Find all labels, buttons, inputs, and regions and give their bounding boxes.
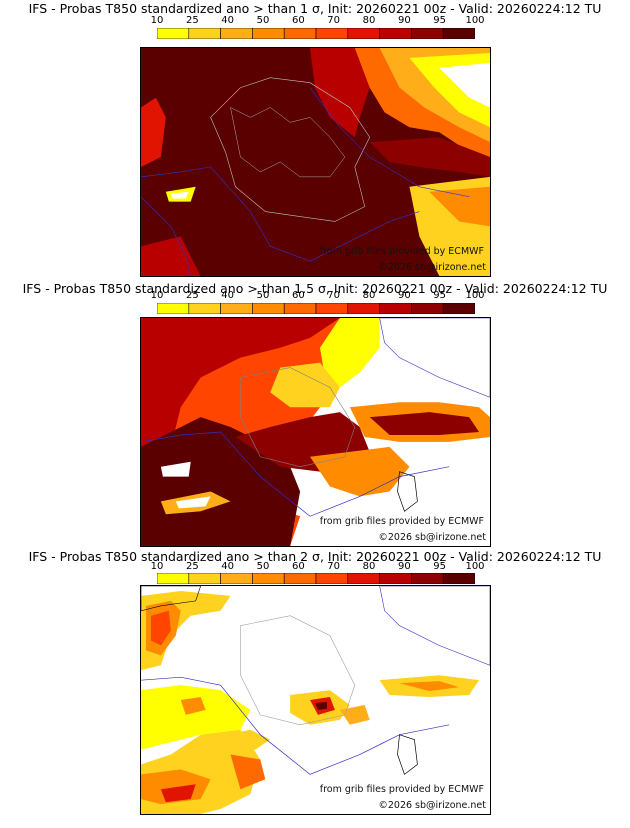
colorbar-tick-label: 50 <box>256 561 270 572</box>
copyright-credit: ©2026 sb@irizone.net <box>378 262 486 273</box>
colorbar-tick-label: 100 <box>465 15 485 26</box>
colorbar-tick-label: 10 <box>150 290 164 301</box>
colorbar-tick-label: 95 <box>433 15 447 26</box>
colorbar-bin-5 <box>315 303 349 314</box>
colorbar-tick-label: 95 <box>433 561 447 572</box>
colorbar-bin-6 <box>347 303 380 314</box>
panel-1: IFS - Probas T850 standardized ano > tha… <box>0 0 630 280</box>
colorbar-tick-label: 80 <box>362 290 376 301</box>
colorbar-tick-label: 10 <box>150 15 164 26</box>
colorbar-tick-label: 100 <box>465 561 485 572</box>
colorbar-bin-2 <box>220 303 253 314</box>
probability-map[interactable]: from grib files provided by ECMWF ©2026 … <box>140 317 491 547</box>
colorbar-bin-8 <box>411 303 444 314</box>
probability-map[interactable]: from grib files provided by ECMWF ©2026 … <box>140 47 491 277</box>
colorbar-bin-4 <box>283 573 317 584</box>
colorbar-tick-label: 50 <box>256 15 270 26</box>
colorbar-bin-8 <box>411 573 444 584</box>
colorbar <box>157 28 475 39</box>
colorbar-tick-label: 90 <box>397 561 411 572</box>
colorbar-bin-4 <box>283 303 317 314</box>
colorbar-bin-5 <box>315 28 349 39</box>
colorbar-bin-6 <box>347 28 380 39</box>
colorbar-bin-1 <box>188 303 221 314</box>
panel-title: IFS - Probas T850 standardized ano > tha… <box>22 281 608 296</box>
colorbar-tick-label: 70 <box>327 290 341 301</box>
colorbar-tick-label: 70 <box>327 561 341 572</box>
panel-title: IFS - Probas T850 standardized ano > tha… <box>28 549 602 564</box>
colorbar-tick-label: 50 <box>256 290 270 301</box>
colorbar <box>157 573 475 584</box>
colorbar-bin-7 <box>379 28 412 39</box>
colorbar-ticks: 10 25 40 50 60 70 80 90 95 100 <box>151 15 485 27</box>
source-credit: from grib files provided by ECMWF <box>319 246 484 257</box>
colorbar-bin-9 <box>442 573 475 584</box>
source-credit: from grib files provided by ECMWF <box>319 784 484 795</box>
colorbar-bin-7 <box>379 303 412 314</box>
colorbar-tick-label: 25 <box>185 15 199 26</box>
copyright-credit: ©2026 sb@irizone.net <box>378 800 486 811</box>
colorbar-bin-0 <box>157 303 190 314</box>
colorbar-bin-9 <box>442 303 475 314</box>
colorbar-tick-label: 100 <box>465 290 485 301</box>
colorbar-bin-2 <box>220 28 253 39</box>
colorbar-bin-1 <box>188 28 221 39</box>
colorbar-bin-2 <box>220 573 253 584</box>
colorbar-tick-label: 25 <box>185 561 199 572</box>
colorbar-tick-label: 60 <box>291 561 305 572</box>
colorbar-bin-9 <box>442 28 475 39</box>
colorbar-ticks: 10 25 40 50 60 70 80 90 95 100 <box>151 561 485 573</box>
probability-map[interactable]: from grib files provided by ECMWF ©2026 … <box>140 585 491 815</box>
colorbar-bin-8 <box>411 28 444 39</box>
panel-2: IFS - Probas T850 standardized ano > tha… <box>0 269 630 549</box>
colorbar-bin-0 <box>157 573 190 584</box>
colorbar-bin-7 <box>379 573 412 584</box>
colorbar-tick-label: 60 <box>291 290 305 301</box>
colorbar-bin-4 <box>283 28 317 39</box>
colorbar-tick-label: 95 <box>433 290 447 301</box>
colorbar <box>157 303 475 314</box>
colorbar-tick-label: 90 <box>397 290 411 301</box>
colorbar-bin-3 <box>252 303 285 314</box>
copyright-credit: ©2026 sb@irizone.net <box>378 532 486 543</box>
colorbar-tick-label: 60 <box>291 15 305 26</box>
colorbar-tick-label: 90 <box>397 15 411 26</box>
colorbar-tick-label: 25 <box>185 290 199 301</box>
panel-title: IFS - Probas T850 standardized ano > tha… <box>28 1 602 16</box>
colorbar-bin-5 <box>315 573 349 584</box>
colorbar-tick-label: 80 <box>362 15 376 26</box>
colorbar-tick-label: 80 <box>362 561 376 572</box>
colorbar-bin-3 <box>252 28 285 39</box>
colorbar-bin-3 <box>252 573 285 584</box>
source-credit: from grib files provided by ECMWF <box>319 516 484 527</box>
colorbar-ticks: 10 25 40 50 60 70 80 90 95 100 <box>151 290 485 302</box>
colorbar-tick-label: 40 <box>221 561 235 572</box>
colorbar-tick-label: 10 <box>150 561 164 572</box>
panel-3: IFS - Probas T850 standardized ano > tha… <box>0 548 630 828</box>
colorbar-bin-1 <box>188 573 221 584</box>
colorbar-tick-label: 40 <box>221 290 235 301</box>
colorbar-bin-0 <box>157 28 190 39</box>
colorbar-tick-label: 70 <box>327 15 341 26</box>
colorbar-tick-label: 40 <box>221 15 235 26</box>
colorbar-bin-6 <box>347 573 380 584</box>
